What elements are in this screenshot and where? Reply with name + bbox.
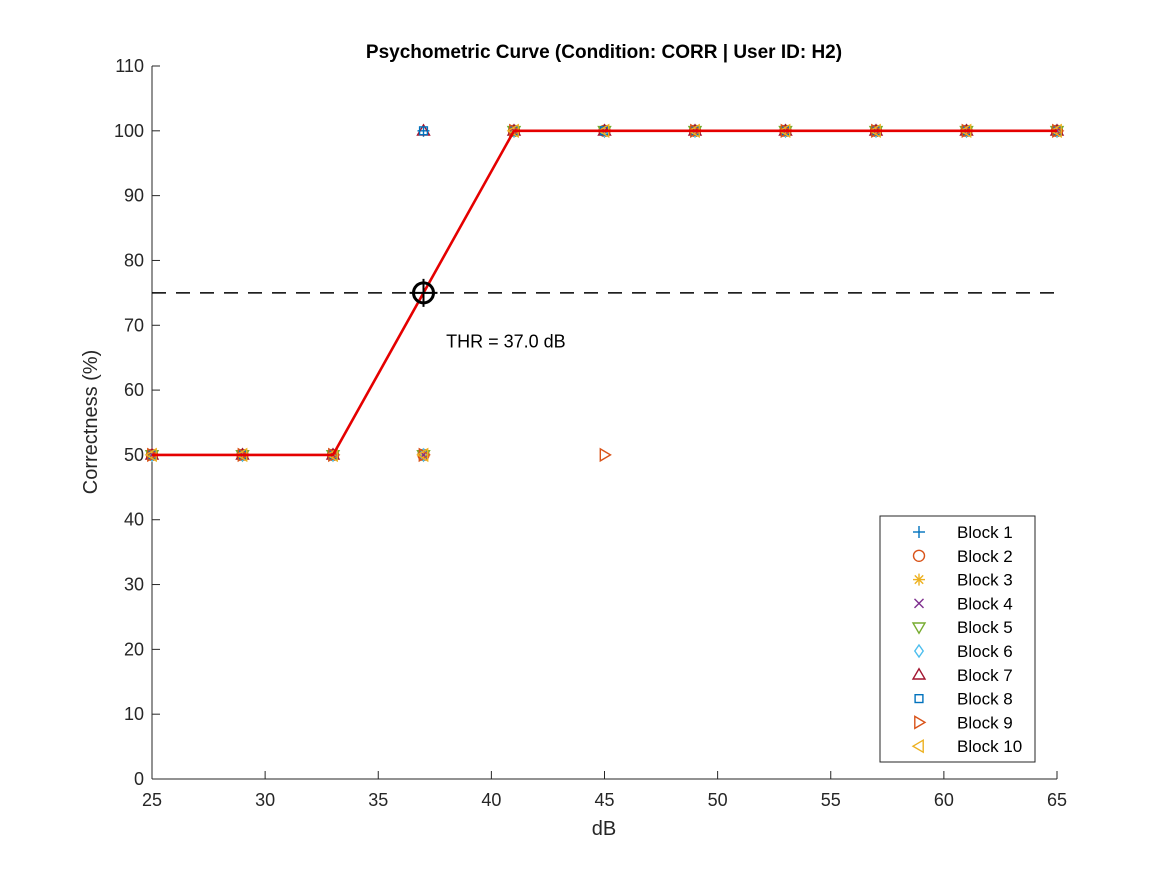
legend-item: Block 8 [914, 690, 1013, 709]
legend-item: Block 3 [913, 571, 1013, 590]
legend: Block 1 Block 2 Block 3 Block 4 Block 5 Block… [879, 515, 1036, 763]
data-point-block-10 [416, 447, 429, 463]
data-point-block-10 [1049, 123, 1062, 139]
legend-box [879, 515, 1036, 763]
legend-label: Block 10 [957, 737, 1022, 756]
legend-label: Block 9 [957, 713, 1013, 732]
data-point-block-9 [147, 447, 160, 463]
x-tick-label: 65 [1047, 790, 1067, 810]
threshold-point-marker [409, 278, 438, 307]
legend-label: Block 6 [957, 642, 1013, 661]
chart-title: Psychometric Curve (Condition: CORR | Us… [366, 42, 842, 63]
legend-item: Block 1 [913, 523, 1013, 542]
y-tick-label: 50 [124, 445, 144, 465]
fit-layer [152, 129, 1057, 457]
x-tick-label: 25 [142, 790, 162, 810]
legend-item: Block 7 [911, 666, 1013, 685]
fit-line [152, 129, 1057, 457]
x-tick-label: 45 [594, 790, 614, 810]
legend-label: Block 8 [957, 690, 1013, 709]
y-axis-label: Correctness (%) [80, 350, 102, 494]
data-point-block-9 [418, 447, 431, 463]
legend-marker-block-10 [911, 738, 924, 754]
legend-item: Block 10 [911, 737, 1022, 756]
y-tick-label: 70 [124, 315, 144, 335]
x-tick-label: 50 [708, 790, 728, 810]
legend-item: Block 5 [911, 618, 1013, 637]
y-tick-label: 40 [124, 510, 144, 530]
legend-marker-block-7 [911, 667, 927, 680]
data-point-block-9 [509, 123, 522, 139]
legend-item: Block 9 [914, 713, 1013, 732]
legend-item: Block 4 [914, 594, 1013, 613]
legend-marker-block-1 [913, 526, 925, 538]
legend-marker-block-2 [912, 549, 926, 562]
data-point-block-4 [418, 449, 429, 460]
legend-marker-block-6 [913, 643, 925, 659]
legend-label: Block 5 [957, 618, 1013, 637]
y-tick-label: 80 [124, 250, 144, 270]
legend-marker-block-4 [914, 598, 924, 609]
legend-label: Block 1 [957, 523, 1013, 542]
legend-label: Block 3 [957, 571, 1013, 590]
legend-label: Block 7 [957, 666, 1013, 685]
legend-item: Block 2 [912, 547, 1013, 566]
legend-item: Block 6 [913, 642, 1013, 661]
legend-marker-block-8 [914, 694, 924, 704]
annotation-layer: THR = 37.0 dB [446, 331, 566, 351]
legend-marker-block-9 [914, 715, 927, 730]
x-tick-label: 35 [368, 790, 388, 810]
legend-label: Block 2 [957, 547, 1013, 566]
x-tick-label: 55 [821, 790, 841, 810]
data-point-block-9 [599, 447, 612, 463]
legend-marker-block-3 [913, 573, 925, 586]
y-tick-label: 60 [124, 380, 144, 400]
x-tick-label: 30 [255, 790, 275, 810]
y-tick-label: 30 [124, 575, 144, 595]
y-tick-label: 100 [114, 121, 144, 141]
y-tick-label: 0 [134, 769, 144, 789]
data-point-block-8 [418, 126, 429, 136]
data-point-block-10 [325, 447, 338, 463]
y-tick-label: 90 [124, 186, 144, 206]
y-tick-label: 10 [124, 704, 144, 724]
x-tick-label: 40 [481, 790, 501, 810]
legend-marker-block-5 [911, 622, 927, 635]
axes: 25 30 35 40 45 50 55 60 65 0 10 20 30 40 50 60 70 80 90 100… [114, 56, 1067, 810]
threshold-annotation: THR = 37.0 dB [446, 331, 566, 351]
legend-label: Block 4 [957, 594, 1013, 613]
x-tick-label: 60 [934, 790, 954, 810]
y-tick-label: 20 [124, 639, 144, 659]
y-tick-label: 110 [115, 56, 144, 76]
x-axis-label: dB [592, 818, 616, 840]
